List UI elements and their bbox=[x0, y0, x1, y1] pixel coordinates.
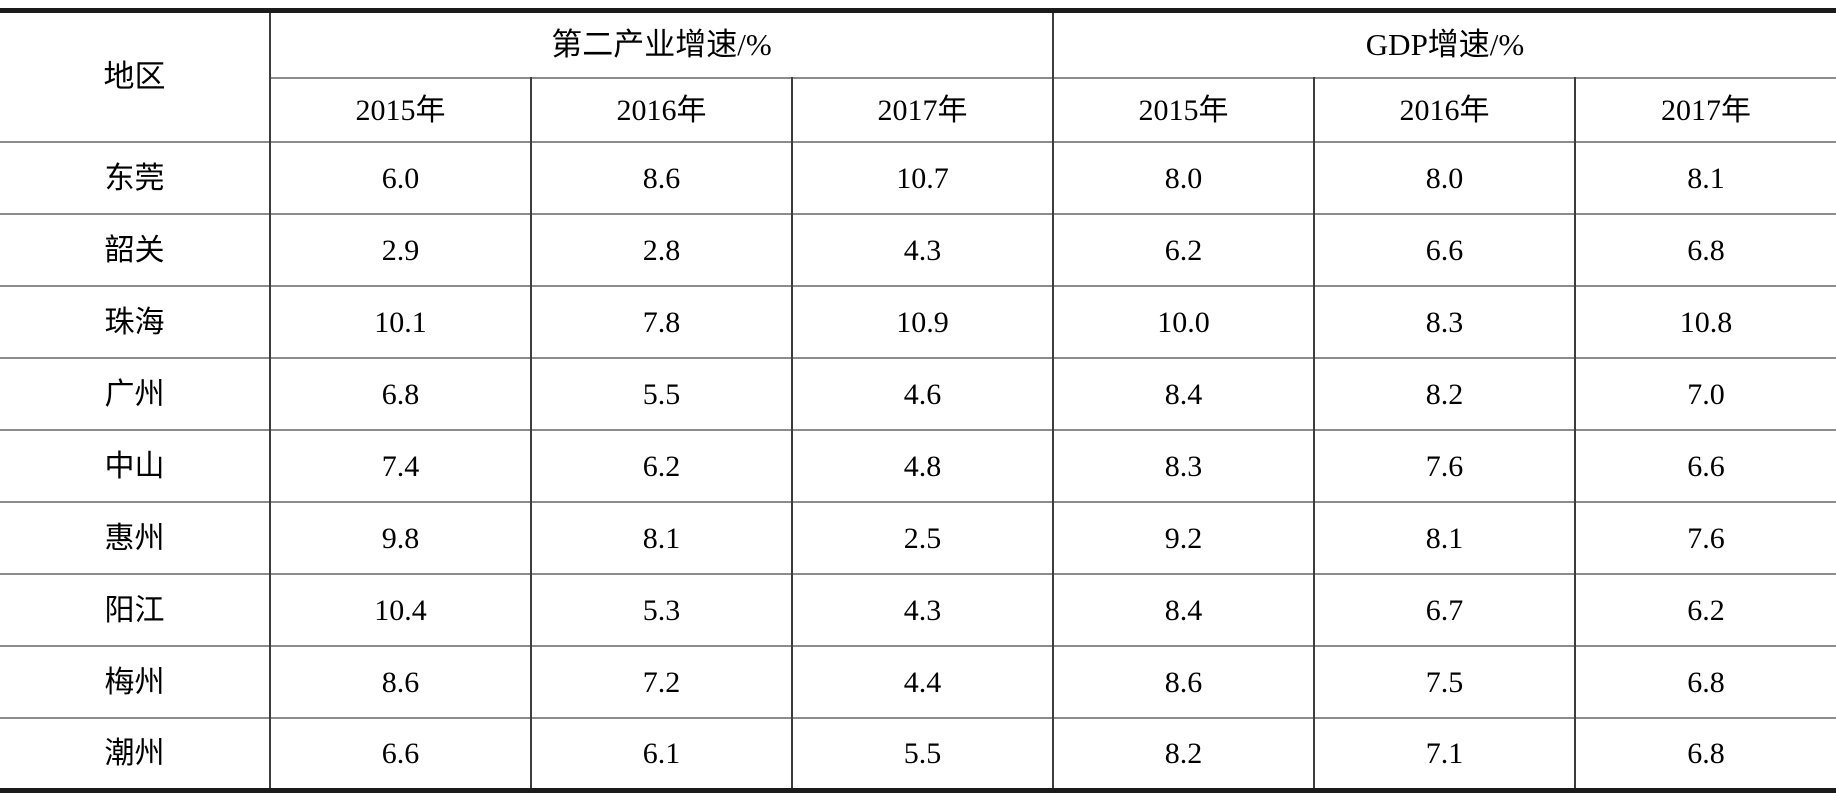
value-cell: 7.6 bbox=[1575, 501, 1836, 574]
growth-rate-table: 地区 第二产业增速/% GDP增速/% 2015年 2016年 2017年 20… bbox=[0, 8, 1836, 793]
value-cell: 6.2 bbox=[1053, 213, 1316, 286]
value-cell: 7.5 bbox=[1314, 645, 1577, 718]
value-cell: 6.8 bbox=[270, 357, 532, 430]
group-header-gdp: GDP增速/% bbox=[1365, 26, 1525, 62]
region-cell: 东莞 bbox=[0, 141, 271, 214]
value-cell: 6.6 bbox=[1314, 213, 1577, 286]
value-cell: 7.0 bbox=[1575, 357, 1836, 430]
table-row: 广州 6.8 5.5 4.6 8.4 8.2 7.0 bbox=[0, 357, 1836, 430]
value-cell: 8.4 bbox=[1053, 357, 1316, 430]
value-cell: 5.5 bbox=[792, 717, 1055, 790]
year-header: 2016年 bbox=[1314, 77, 1577, 142]
value-cell: 9.2 bbox=[1053, 501, 1316, 574]
value-cell: 7.6 bbox=[1314, 429, 1577, 502]
value-cell: 8.1 bbox=[531, 501, 793, 574]
value-cell: 4.8 bbox=[792, 429, 1055, 502]
value-cell: 10.9 bbox=[792, 285, 1055, 358]
value-cell: 8.2 bbox=[1053, 717, 1316, 790]
value-cell: 6.2 bbox=[531, 429, 793, 502]
value-cell: 10.0 bbox=[1053, 285, 1316, 358]
value-cell: 6.6 bbox=[270, 717, 532, 790]
table-row: 东莞 6.0 8.6 10.7 8.0 8.0 8.1 bbox=[0, 141, 1836, 214]
region-cell: 惠州 bbox=[0, 501, 271, 574]
region-cell: 梅州 bbox=[0, 645, 271, 718]
year-header: 2017年 bbox=[1575, 77, 1836, 142]
year-header: 2015年 bbox=[270, 77, 532, 142]
value-cell: 7.4 bbox=[270, 429, 532, 502]
region-cell: 阳江 bbox=[0, 573, 271, 646]
table-row: 韶关 2.9 2.8 4.3 6.2 6.6 6.8 bbox=[0, 213, 1836, 286]
header-year-row: 2015年 2016年 2017年 2015年 2016年 2017年 bbox=[0, 77, 1836, 142]
table-row: 阳江 10.4 5.3 4.3 8.4 6.7 6.2 bbox=[0, 573, 1836, 646]
value-cell: 6.2 bbox=[1575, 573, 1836, 646]
value-cell: 8.3 bbox=[1053, 429, 1316, 502]
table-row: 珠海 10.1 7.8 10.9 10.0 8.3 10.8 bbox=[0, 285, 1836, 358]
region-cell: 中山 bbox=[0, 429, 271, 502]
value-cell: 8.0 bbox=[1053, 141, 1316, 214]
value-cell: 8.0 bbox=[1314, 141, 1577, 214]
value-cell: 7.2 bbox=[531, 645, 793, 718]
value-cell: 8.6 bbox=[1053, 645, 1316, 718]
value-cell: 8.1 bbox=[1314, 501, 1577, 574]
value-cell: 8.6 bbox=[531, 141, 793, 214]
region-cell: 韶关 bbox=[0, 213, 271, 286]
value-cell: 4.3 bbox=[792, 213, 1055, 286]
value-cell: 4.6 bbox=[792, 357, 1055, 430]
value-cell: 6.0 bbox=[270, 141, 532, 214]
group-header-secondary-industry: 第二产业增速/% bbox=[270, 10, 1055, 78]
year-header: 2015年 bbox=[1053, 77, 1316, 142]
value-cell: 5.3 bbox=[531, 573, 793, 646]
value-cell: 8.3 bbox=[1314, 285, 1577, 358]
value-cell: 2.5 bbox=[792, 501, 1055, 574]
region-cell: 潮州 bbox=[0, 717, 271, 790]
table-row: 梅州 8.6 7.2 4.4 8.6 7.5 6.8 bbox=[0, 645, 1836, 718]
table-row: 中山 7.4 6.2 4.8 8.3 7.6 6.6 bbox=[0, 429, 1836, 502]
value-cell: 7.1 bbox=[1314, 717, 1577, 790]
value-cell: 10.1 bbox=[270, 285, 532, 358]
value-cell: 8.6 bbox=[270, 645, 532, 718]
value-cell: 4.4 bbox=[792, 645, 1055, 718]
value-cell: 6.6 bbox=[1575, 429, 1836, 502]
value-cell: 7.8 bbox=[531, 285, 793, 358]
table-row: 惠州 9.8 8.1 2.5 9.2 8.1 7.6 bbox=[0, 501, 1836, 574]
value-cell: 10.7 bbox=[792, 141, 1055, 214]
value-cell: 4.3 bbox=[792, 573, 1055, 646]
value-cell: 8.2 bbox=[1314, 357, 1577, 430]
value-cell: 2.9 bbox=[270, 213, 532, 286]
value-cell: 6.8 bbox=[1575, 717, 1836, 790]
year-header: 2016年 bbox=[531, 77, 793, 142]
value-cell: 2.8 bbox=[531, 213, 793, 286]
region-column-header: 地区 bbox=[0, 10, 271, 142]
value-cell: 10.8 bbox=[1575, 285, 1836, 358]
value-cell: 6.7 bbox=[1314, 573, 1577, 646]
value-cell: 9.8 bbox=[270, 501, 532, 574]
value-cell: 6.8 bbox=[1575, 213, 1836, 286]
header-group-row: 地区 第二产业增速/% GDP增速/% bbox=[0, 10, 1836, 142]
value-cell: 8.1 bbox=[1575, 141, 1836, 214]
region-cell: 珠海 bbox=[0, 285, 271, 358]
region-cell: 广州 bbox=[0, 357, 271, 430]
value-cell: 10.4 bbox=[270, 573, 532, 646]
table-row: 潮州 6.6 6.1 5.5 8.2 7.1 6.8 bbox=[0, 717, 1836, 790]
value-cell: 6.1 bbox=[531, 717, 793, 790]
value-cell: 8.4 bbox=[1053, 573, 1316, 646]
value-cell: 6.8 bbox=[1575, 645, 1836, 718]
year-header: 2017年 bbox=[792, 77, 1055, 142]
value-cell: 5.5 bbox=[531, 357, 793, 430]
